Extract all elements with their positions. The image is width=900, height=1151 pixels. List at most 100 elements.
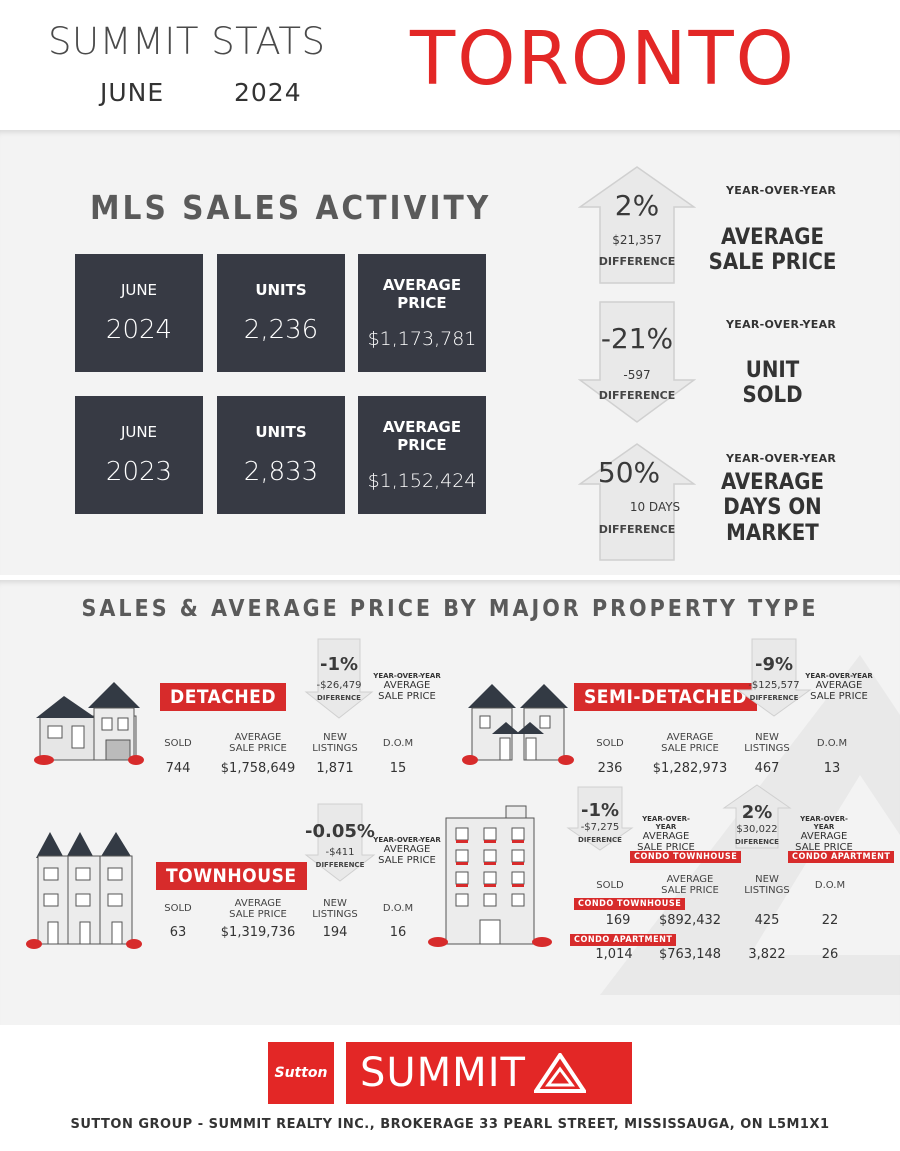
- condo-town-pct: -1%: [580, 800, 620, 821]
- semi-price: $1,282,973: [652, 761, 728, 776]
- sale-price-label: SALE PRICE: [378, 855, 436, 866]
- condo-town-row-tag: CONDO TOWNHOUSE: [574, 898, 686, 910]
- yoy-amount: $21,357: [612, 233, 662, 247]
- th-line: SALE PRICE: [229, 743, 287, 754]
- th-line: LISTINGS: [312, 909, 358, 920]
- yoy-label: YEAR-OVER-YEAR: [726, 452, 837, 465]
- th-new-listings: NEW LISTINGS: [312, 898, 358, 920]
- avg-label: AVERAGE: [800, 831, 848, 842]
- th-avg-price: AVERAGE SALE PRICE: [652, 874, 728, 896]
- th-line: AVERAGE: [666, 874, 714, 885]
- detached-sold: 744: [165, 761, 191, 776]
- condo-building-icon: [428, 805, 552, 947]
- yoy-diff-label: DIFFERENCE: [598, 255, 676, 268]
- detached-pct: -1%: [319, 654, 359, 675]
- yoy-label: YEAR-OVER-YEAR: [726, 318, 837, 331]
- condo-apt-row-tag: CONDO APARTMENT: [570, 934, 677, 946]
- metric-line: AVERAGE: [721, 470, 824, 495]
- th-dom: D.O.M: [382, 738, 414, 749]
- th-sold: SOLD: [164, 738, 192, 749]
- metric-line: SOLD: [742, 383, 803, 409]
- yoy-label: YEAR-OVER-YEAR: [726, 184, 837, 197]
- condo-town-tag: CONDO TOWNHOUSE: [630, 851, 742, 863]
- semi-diff-label: DIFFERENCE: [749, 694, 799, 702]
- tile-price-2024: AVERAGE PRICE $1,173,781: [358, 254, 486, 372]
- yoy-amount: 10 DAYS: [629, 500, 681, 514]
- tile-month: JUNE: [120, 281, 158, 299]
- yoy-price-arrow: 2% $21,357 DIFFERENCE: [578, 165, 696, 285]
- yoy-label: YEAR-OVER-YEAR: [642, 815, 690, 831]
- th-line: NEW: [755, 732, 779, 743]
- sale-price-label: SALE PRICE: [795, 842, 853, 853]
- townhouse-price: $1,319,736: [220, 925, 296, 940]
- semi-detached-tag: SEMI-DETACHED: [574, 683, 757, 711]
- condo-town-dom: 22: [821, 913, 839, 928]
- yoy-dom-arrow: 50% 10 DAYS DIFFERENCE: [578, 442, 696, 562]
- header-year: 2024: [234, 78, 302, 107]
- yoy-metric-units: UNIT SOLD: [700, 358, 845, 409]
- townhouse-arrow: -0.05% -$411 DIFFERENCE: [304, 803, 376, 883]
- th-line: SALE PRICE: [661, 885, 719, 896]
- detached-house-icon: [34, 682, 144, 765]
- tile-price-label: AVERAGE PRICE: [382, 276, 462, 312]
- sale-price-label: SALE PRICE: [810, 691, 868, 702]
- condo-town-amount: -$7,275: [580, 822, 620, 833]
- arrow-up-icon: [722, 784, 792, 849]
- th-avg-price: AVERAGE SALE PRICE: [220, 732, 296, 754]
- semi-yoy: YEAR-OVER-YEAR AVERAGE SALE PRICE: [804, 672, 874, 702]
- condo-town-price: $892,432: [658, 913, 722, 928]
- tile-year: 2023: [105, 457, 173, 487]
- detached-tag: DETACHED: [160, 683, 287, 711]
- yoy-metric-price: AVERAGE SALE PRICE: [700, 225, 845, 276]
- detached-yoy: YEAR-OVER-YEAR AVERAGE SALE PRICE: [372, 672, 442, 702]
- tile-units-2023: UNITS 2,833: [217, 396, 345, 514]
- condo-apt-arrow: 2% $30,022 DIFERENCE: [722, 784, 792, 850]
- th-line: NEW: [323, 898, 347, 909]
- townhouse-yoy: YEAR-OVER-YEAR AVERAGE SALE PRICE: [372, 836, 442, 866]
- th-new-listings: NEW LISTINGS: [744, 874, 790, 896]
- yoy-pct: -21%: [600, 322, 674, 355]
- th-avg-price: AVERAGE SALE PRICE: [220, 898, 296, 920]
- condo-town-arrow: -1% -$7,275 DIFERENCE: [566, 786, 634, 852]
- th-line: AVERAGE: [234, 898, 282, 909]
- tile-price-value: $1,173,781: [367, 328, 477, 350]
- sutton-logo-text: Sutton: [274, 1065, 328, 1081]
- th-line: LISTINGS: [744, 743, 790, 754]
- yoy-label: YEAR-OVER-YEAR: [805, 672, 873, 680]
- detached-amount: -$26,479: [316, 680, 362, 691]
- tile-price-2023: AVERAGE PRICE $1,152,424: [358, 396, 486, 514]
- townhouse-amount: -$411: [325, 847, 355, 858]
- yoy-metric-dom: AVERAGE DAYS ON MARKET: [700, 470, 845, 546]
- semi-detached-house-icon: [462, 684, 574, 765]
- detached-diff-label: DIFERENCE: [317, 694, 361, 702]
- page-title: SUMMIT STATS: [48, 20, 326, 63]
- arrow-down-icon: [304, 638, 374, 719]
- condo-apt-dom: 26: [821, 947, 839, 962]
- townhouse-sold: 63: [169, 925, 187, 940]
- avg-label: AVERAGE: [642, 831, 690, 842]
- th-line: LISTINGS: [744, 885, 790, 896]
- arrow-down-icon: [578, 301, 696, 423]
- avg-label: AVERAGE: [383, 844, 431, 855]
- condo-town-listings: 425: [754, 913, 780, 928]
- tile-period-2024: JUNE 2024: [75, 254, 203, 372]
- summit-mountain-icon: [533, 1053, 586, 1093]
- townhouse-icon: [26, 832, 142, 949]
- arrow-up-icon: [578, 443, 696, 561]
- th-new-listings: NEW LISTINGS: [744, 732, 790, 754]
- yoy-diff-label: DIFFERENCE: [598, 523, 676, 536]
- footer-address: SUTTON GROUP - SUMMIT REALTY INC., BROKE…: [70, 1117, 830, 1132]
- avg-label: AVERAGE: [815, 680, 863, 691]
- th-line: SALE PRICE: [661, 743, 719, 754]
- th-line: SALE PRICE: [229, 909, 287, 920]
- semi-sold: 236: [597, 761, 623, 776]
- header-month: JUNE: [100, 78, 165, 107]
- condo-apt-tag: CONDO APARTMENT: [788, 851, 895, 863]
- townhouse-pct: -0.05%: [305, 821, 375, 842]
- detached-listings: 1,871: [316, 761, 354, 776]
- arrow-down-icon: [304, 803, 376, 882]
- semi-listings: 467: [754, 761, 780, 776]
- condo-apt-sold: 1,014: [595, 947, 633, 962]
- yoy-pct: 50%: [597, 456, 661, 489]
- condo-apt-price: $763,148: [658, 947, 722, 962]
